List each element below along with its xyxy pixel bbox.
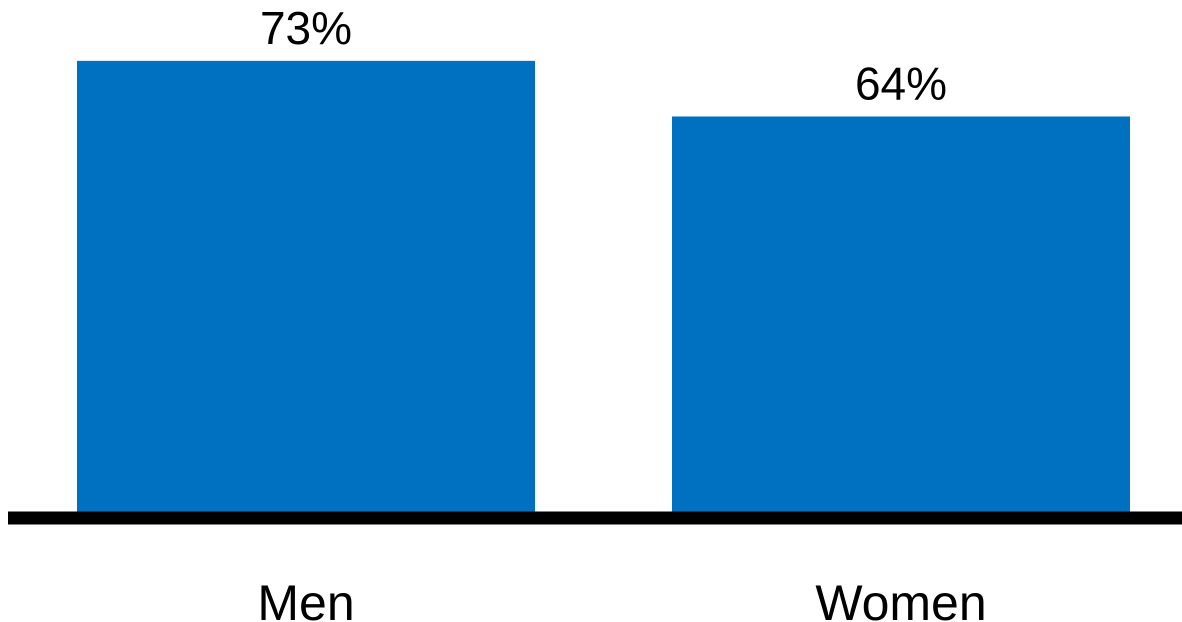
category-label-men: Men [257, 575, 354, 622]
data-label-women: 64% [855, 57, 947, 109]
bar-women [672, 116, 1130, 512]
category-label-women: Women [815, 575, 986, 622]
data-label-men: 73% [260, 2, 352, 54]
bars-group [77, 60, 1130, 513]
bar-men [77, 60, 535, 513]
category-labels-group: Men Women [257, 575, 986, 622]
data-labels-group: 73% 64% [260, 2, 947, 110]
